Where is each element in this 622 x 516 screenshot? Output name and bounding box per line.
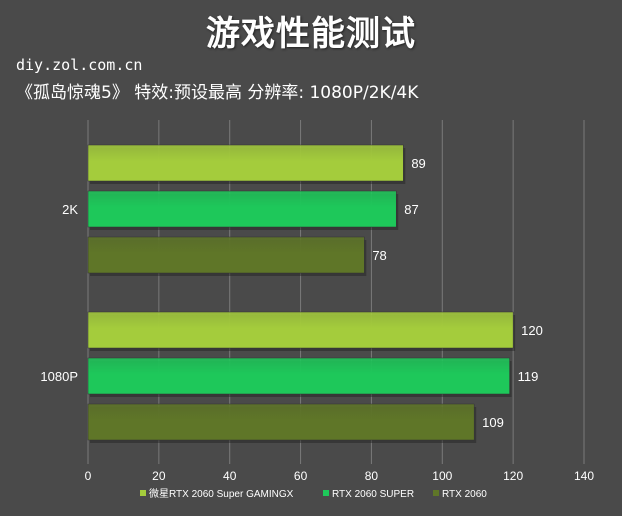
chart-subtitle: 《孤岛惊魂5》 特效:预设最高 分辨率: 1080P/2K/4K [16,83,419,103]
bar [87,311,514,349]
legend-swatch [140,490,146,496]
bar [87,144,404,182]
bars [87,144,516,443]
x-tick-label: 140 [574,469,594,483]
x-tick-label: 40 [223,469,237,483]
x-tick-label: 20 [152,469,166,483]
x-tick-label: 100 [432,469,452,483]
x-tick-label: 120 [503,469,523,483]
x-tick-label: 0 [85,469,92,483]
bar [87,403,475,441]
legend-label: 微星RTX 2060 Super GAMINGX [149,487,294,500]
chart-title: 游戏性能测试 [206,14,416,54]
legend-swatch [323,490,329,496]
value-label: 109 [482,415,504,430]
legend-swatch [433,490,439,496]
value-labels: 89 87 78 120 119 109 [372,156,543,430]
x-axis-ticks: 0 20 40 60 80 100 120 140 [85,469,595,483]
legend: 微星RTX 2060 Super GAMINGX RTX 2060 SUPER RT… [140,487,487,500]
x-tick-label: 80 [365,469,379,483]
value-label: 78 [372,248,386,263]
category-label: 1080P [40,369,78,384]
value-label: 120 [521,323,543,338]
value-label: 87 [404,202,418,217]
value-label: 119 [518,369,539,384]
legend-label: RTX 2060 SUPER [332,489,414,500]
bar [87,357,510,395]
bar [87,236,365,274]
value-label: 89 [411,156,425,171]
category-labels: 2K 1080P [40,202,78,384]
bar [87,190,397,228]
category-label: 2K [62,202,78,217]
x-tick-label: 60 [294,469,308,483]
watermark-text: diy.zol.com.cn [16,56,143,74]
legend-label: RTX 2060 [442,489,487,500]
